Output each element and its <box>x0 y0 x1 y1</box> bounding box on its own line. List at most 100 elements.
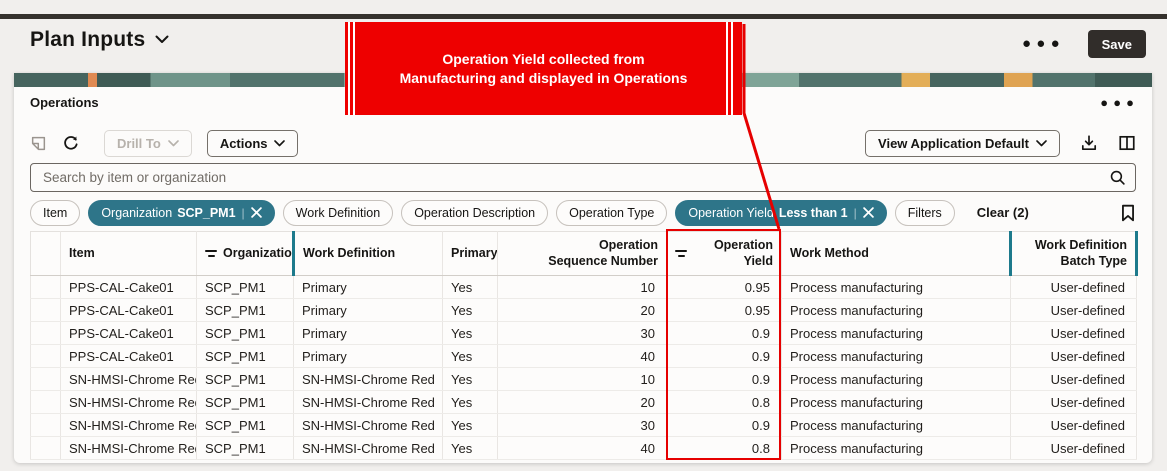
cell-organization[interactable]: SCP_PM1 <box>196 321 294 345</box>
cell-operation-yield[interactable]: 0.9 <box>666 367 782 391</box>
filter-chip-work-definition[interactable]: Work Definition <box>282 199 394 226</box>
drill-to-button[interactable]: Drill To <box>104 129 192 157</box>
cell-primary[interactable]: Yes <box>442 298 498 322</box>
cell-primary[interactable]: Yes <box>442 390 498 414</box>
filter-chip-operation-yield[interactable]: Operation Yield Less than 1 | <box>675 199 887 226</box>
cell-work-definition[interactable]: SN-HMSI-Chrome Red <box>293 367 443 391</box>
cell-work-definition[interactable]: Primary <box>293 275 443 299</box>
refresh-icon[interactable] <box>62 134 80 152</box>
cell-organization[interactable]: SCP_PM1 <box>196 413 294 437</box>
cell-item[interactable]: PPS-CAL-Cake01 <box>60 321 197 345</box>
cell-work-method[interactable]: Process manufacturing <box>781 413 1011 437</box>
cell-operation-sequence-number[interactable]: 20 <box>497 298 667 322</box>
cell-organization[interactable]: SCP_PM1 <box>196 344 294 368</box>
cell-organization[interactable]: SCP_PM1 <box>196 275 294 299</box>
cell-work-definition-batch-type[interactable]: User-defined <box>1010 436 1137 460</box>
cell-operation-yield[interactable]: 0.9 <box>666 413 782 437</box>
cell-work-method[interactable]: Process manufacturing <box>781 275 1011 299</box>
cell-item[interactable]: SN-HMSI-Chrome Red <box>60 436 197 460</box>
column-header-item[interactable]: Item <box>60 231 197 276</box>
cell-work-method[interactable]: Process manufacturing <box>781 390 1011 414</box>
cell-work-method[interactable]: Process manufacturing <box>781 344 1011 368</box>
cell-operation-yield[interactable]: 0.9 <box>666 321 782 345</box>
page-overflow-menu-icon[interactable]: ● ● ● <box>1021 35 1062 52</box>
cell-item[interactable]: PPS-CAL-Cake01 <box>60 344 197 368</box>
cell-primary[interactable]: Yes <box>442 367 498 391</box>
cell-work-definition-batch-type[interactable]: User-defined <box>1010 321 1137 345</box>
search-icon[interactable] <box>1109 169 1126 191</box>
cell-operation-sequence-number[interactable]: 40 <box>497 344 667 368</box>
filter-chip-item[interactable]: Item <box>30 199 81 226</box>
cell-operation-yield[interactable]: 0.9 <box>666 344 782 368</box>
cell-work-method[interactable]: Process manufacturing <box>781 298 1011 322</box>
cell-operation-yield[interactable]: 0.8 <box>666 390 782 414</box>
cell-work-definition[interactable]: SN-HMSI-Chrome Red <box>293 436 443 460</box>
cell-work-definition[interactable]: SN-HMSI-Chrome Red <box>293 390 443 414</box>
cell-primary[interactable]: Yes <box>442 413 498 437</box>
save-button[interactable]: Save <box>1087 30 1146 58</box>
cell-item[interactable]: SN-HMSI-Chrome Red <box>60 390 197 414</box>
cell-work-method[interactable]: Process manufacturing <box>781 321 1011 345</box>
chip-remove-icon[interactable] <box>862 207 874 218</box>
clear-filters-link[interactable]: Clear (2) <box>976 205 1029 220</box>
column-header-work-definition-batch-type[interactable]: Work Definition Batch Type <box>1010 231 1138 276</box>
export-download-icon[interactable] <box>1080 134 1098 152</box>
chip-remove-icon[interactable] <box>250 207 262 218</box>
page-title-chevron-down-icon[interactable] <box>155 31 169 49</box>
cell-primary[interactable]: Yes <box>442 344 498 368</box>
bookmark-icon[interactable] <box>1120 204 1136 222</box>
cell-item[interactable]: PPS-CAL-Cake01 <box>60 275 197 299</box>
cell-operation-sequence-number[interactable]: 30 <box>497 413 667 437</box>
view-selector-button[interactable]: View Application Default <box>865 129 1060 157</box>
column-header-work-definition[interactable]: Work Definition <box>293 231 443 276</box>
cell-work-definition-batch-type[interactable]: User-defined <box>1010 367 1137 391</box>
actions-button[interactable]: Actions <box>206 129 299 157</box>
row-selector-cell[interactable] <box>30 367 61 391</box>
row-selector-cell[interactable] <box>30 436 61 460</box>
cell-work-definition-batch-type[interactable]: User-defined <box>1010 344 1137 368</box>
cell-operation-sequence-number[interactable]: 10 <box>497 367 667 391</box>
row-selector-cell[interactable] <box>30 298 61 322</box>
filter-chip-operation-description[interactable]: Operation Description <box>401 199 549 226</box>
cell-operation-yield[interactable]: 0.95 <box>666 298 782 322</box>
cell-organization[interactable]: SCP_PM1 <box>196 367 294 391</box>
cell-organization[interactable]: SCP_PM1 <box>196 390 294 414</box>
cell-operation-yield[interactable]: 0.8 <box>666 436 782 460</box>
cell-operation-sequence-number[interactable]: 40 <box>497 436 667 460</box>
cell-item[interactable]: SN-HMSI-Chrome Red <box>60 367 197 391</box>
cell-work-definition[interactable]: SN-HMSI-Chrome Red <box>293 413 443 437</box>
column-header-operation-yield[interactable]: Operation Yield <box>666 231 782 276</box>
cell-work-definition-batch-type[interactable]: User-defined <box>1010 298 1137 322</box>
filter-chip-filters[interactable]: Filters <box>894 199 955 226</box>
row-selector-cell[interactable] <box>30 321 61 345</box>
note-icon[interactable] <box>30 135 47 152</box>
column-header-organization[interactable]: Organization <box>196 231 295 276</box>
filter-chip-organization[interactable]: Organization SCP_PM1 | <box>88 199 275 226</box>
row-selector-cell[interactable] <box>30 413 61 437</box>
cell-operation-sequence-number[interactable]: 30 <box>497 321 667 345</box>
search-input[interactable] <box>30 163 1136 192</box>
cell-operation-sequence-number[interactable]: 20 <box>497 390 667 414</box>
cell-work-definition[interactable]: Primary <box>293 321 443 345</box>
cell-work-method[interactable]: Process manufacturing <box>781 436 1011 460</box>
cell-primary[interactable]: Yes <box>442 321 498 345</box>
column-header-primary[interactable]: Primary <box>442 231 498 276</box>
cell-work-definition-batch-type[interactable]: User-defined <box>1010 275 1137 299</box>
cell-work-definition-batch-type[interactable]: User-defined <box>1010 390 1137 414</box>
cell-work-definition[interactable]: Primary <box>293 298 443 322</box>
cell-work-definition-batch-type[interactable]: User-defined <box>1010 413 1137 437</box>
column-header-operation-sequence-number[interactable]: Operation Sequence Number <box>497 231 667 276</box>
row-selector-cell[interactable] <box>30 344 61 368</box>
cell-item[interactable]: SN-HMSI-Chrome Red <box>60 413 197 437</box>
cell-primary[interactable]: Yes <box>442 436 498 460</box>
manage-columns-icon[interactable] <box>1118 134 1136 152</box>
column-header-work-method[interactable]: Work Method <box>781 231 1012 276</box>
cell-operation-sequence-number[interactable]: 10 <box>497 275 667 299</box>
cell-work-definition[interactable]: Primary <box>293 344 443 368</box>
filter-chip-operation-type[interactable]: Operation Type <box>556 199 668 226</box>
column-header-selector[interactable] <box>30 231 61 276</box>
cell-primary[interactable]: Yes <box>442 275 498 299</box>
cell-item[interactable]: PPS-CAL-Cake01 <box>60 298 197 322</box>
panel-overflow-menu-icon[interactable]: ● ● ● <box>1100 94 1136 110</box>
cell-work-method[interactable]: Process manufacturing <box>781 367 1011 391</box>
